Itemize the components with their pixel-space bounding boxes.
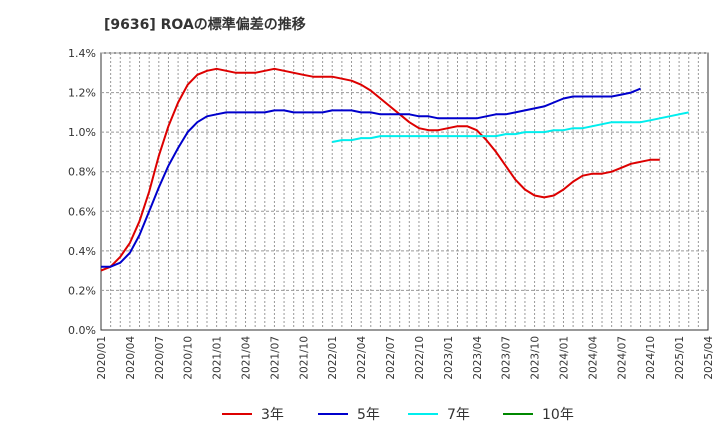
y-tick-label: 0.8%: [68, 166, 96, 179]
plot-area: [100, 52, 709, 331]
x-tick-label: 2021/10: [298, 336, 310, 380]
x-tick-label: 2022/01: [327, 336, 339, 380]
x-tick-label: 2021/07: [269, 336, 281, 380]
legend-label-3: 10年: [542, 407, 574, 423]
x-tick-label: 2024/04: [587, 336, 599, 380]
x-tick-label: 2025/01: [674, 336, 686, 380]
series-line-2: [332, 111, 689, 143]
x-tick-label: 2025/04: [703, 336, 715, 380]
x-tick-label: 2022/10: [414, 336, 426, 380]
series-line-0: [100, 67, 660, 272]
y-tick-label: 1.4%: [68, 47, 96, 60]
y-tick-label: 0.2%: [68, 284, 96, 297]
x-tick-label: 2022/04: [356, 336, 368, 380]
x-tick-label: 2023/01: [443, 336, 455, 380]
x-tick-label: 2022/07: [385, 336, 397, 380]
x-tick-label: 2020/07: [154, 336, 166, 380]
y-tick-labels: 0.0% 0.2% 0.4% 0.6% 0.8% 1.0% 1.2% 1.4%: [68, 47, 96, 337]
legend-label-0: 3年: [261, 407, 284, 423]
x-tick-label: 2023/07: [501, 336, 513, 380]
chart-title: [9636] ROAの標準偏差の推移: [104, 16, 306, 33]
y-tick-label: 1.0%: [68, 126, 96, 139]
y-tick-label: 0.0%: [68, 324, 96, 337]
x-tick-label: 2024/10: [645, 336, 657, 380]
x-tick-label: 2023/04: [472, 336, 484, 380]
x-tick-label: 2024/01: [558, 336, 570, 380]
series-lines: [100, 67, 689, 272]
x-tick-label: 2021/01: [212, 336, 224, 380]
y-tick-label: 1.2%: [68, 87, 96, 100]
grid-lines: [101, 52, 708, 330]
y-tick-label: 0.4%: [68, 245, 96, 258]
legend-label-2: 7年: [447, 407, 470, 423]
series-line-1: [101, 87, 641, 268]
x-tick-label: 2021/04: [241, 336, 253, 380]
x-tick-labels: 2020/01 2020/04 2020/07 2020/10 2021/01 2021/…: [96, 336, 715, 380]
x-tick-label: 2020/04: [125, 336, 137, 380]
x-tick-label: 2023/10: [530, 336, 542, 380]
y-tick-label: 0.6%: [68, 205, 96, 218]
legend: 3年 5年 7年 10年: [222, 407, 574, 423]
x-tick-label: 2020/10: [183, 336, 195, 380]
x-tick-label: 2020/01: [96, 336, 108, 380]
x-tick-label: 2024/07: [616, 336, 628, 380]
legend-label-1: 5年: [357, 407, 380, 423]
